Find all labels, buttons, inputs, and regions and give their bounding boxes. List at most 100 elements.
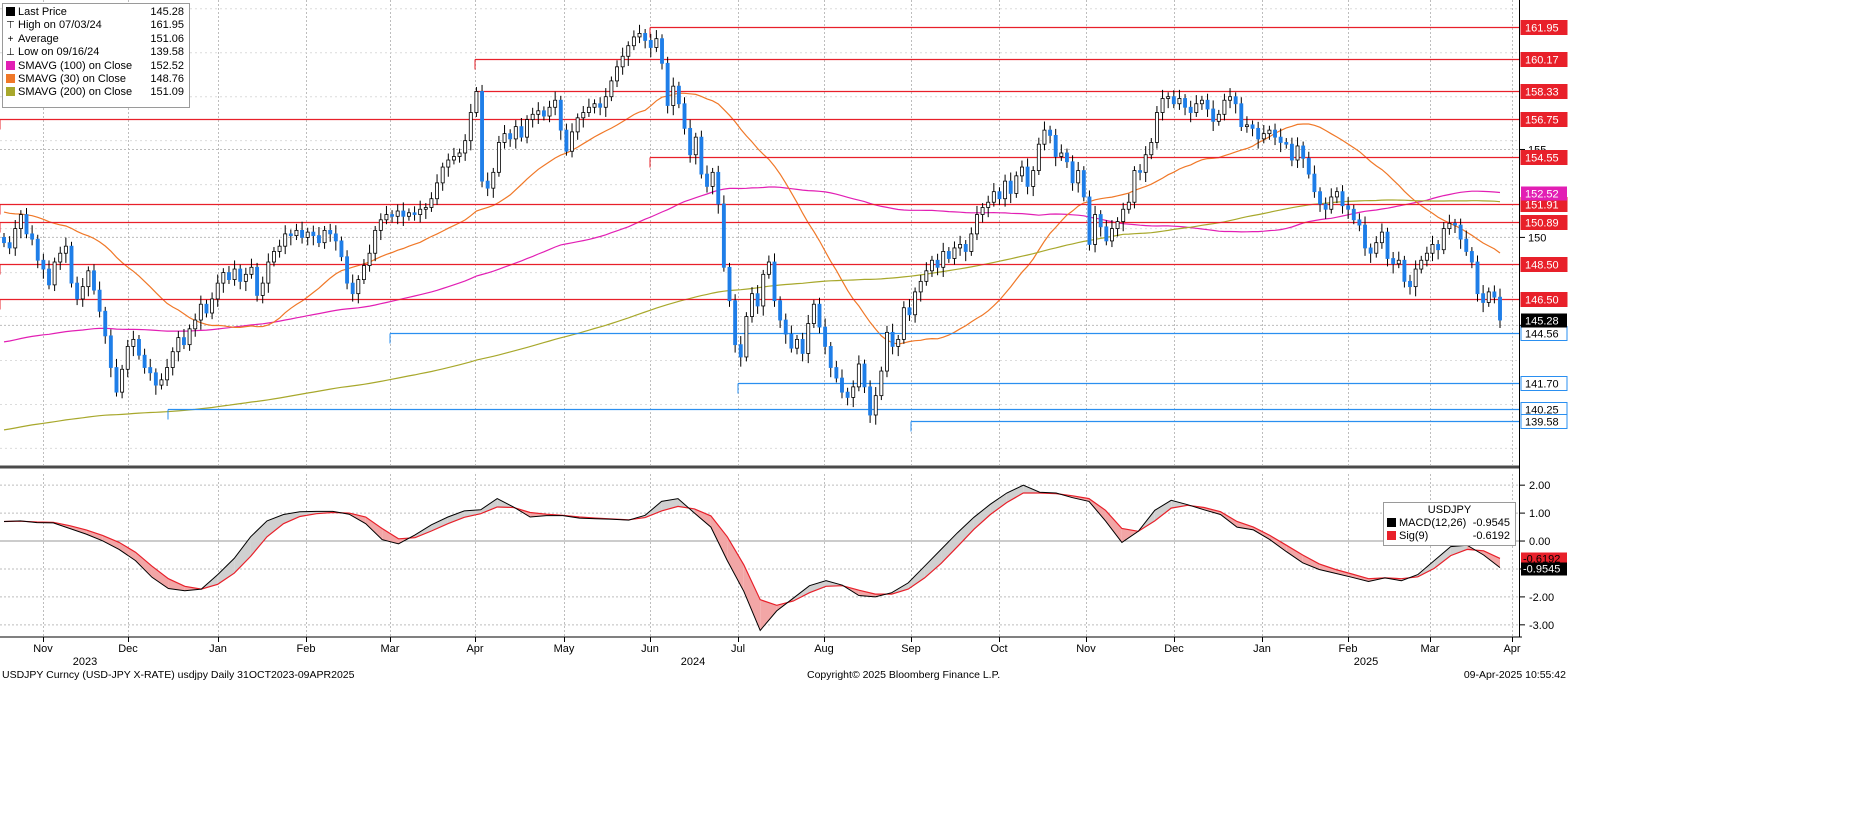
candle-up (530, 113, 535, 120)
candle-down (1481, 293, 1486, 303)
macd-fill (234, 536, 251, 574)
candle-down (1065, 152, 1069, 163)
candle-down (1273, 129, 1277, 138)
candle-down (333, 233, 338, 242)
legend-value: 161.95 (150, 19, 184, 32)
candle-down (688, 127, 693, 156)
macd-fill (382, 528, 399, 544)
candle-down (300, 229, 305, 238)
level-badge: 139.58 (1520, 414, 1568, 429)
candle-up (851, 386, 856, 398)
high-marker-icon: ⊤ (6, 20, 15, 32)
price-axis-badge-label: 145.28 (1525, 316, 1559, 328)
candle-down (598, 103, 603, 108)
macd-fill (957, 517, 974, 547)
macd-tick-label: -2.00 (1529, 592, 1554, 604)
macd-fill (151, 566, 169, 589)
price-axis-badge-label: 152.52 (1525, 189, 1559, 201)
candle-up (440, 166, 445, 184)
candle-up (1166, 96, 1171, 99)
candle-down (390, 214, 395, 217)
level-badge: 146.50 (1520, 292, 1568, 307)
candle-up (1154, 112, 1159, 143)
candle-up (761, 273, 766, 307)
candle-down (817, 303, 822, 328)
footer-ticker-info: USDJPY Curncy (USD-JPY X-RATE) usdjpy Da… (2, 669, 355, 681)
level-badge: 141.70 (1520, 376, 1568, 391)
candle-down (1368, 247, 1373, 254)
candle-up (451, 156, 456, 161)
candle-up (468, 112, 473, 142)
signal-swatch-icon (1387, 531, 1396, 541)
candle-up (1334, 191, 1339, 198)
candle-up (1121, 208, 1126, 222)
candle-up (384, 214, 389, 221)
x-tick-label: Dec (118, 643, 138, 655)
level-badge-bg (1520, 52, 1568, 67)
candle-up (423, 207, 428, 210)
level-badge: 156.75 (1520, 112, 1568, 127)
level-badge: 151.91 (1520, 197, 1568, 212)
candle-up (525, 119, 529, 138)
macd-fill (1302, 555, 1320, 570)
candle-down (1211, 108, 1216, 122)
legend-row-sma30: SMAVG (30) on Close 148.76 (6, 73, 186, 86)
macd-fill (809, 580, 826, 593)
candle-down (311, 231, 316, 237)
candle-up (581, 112, 586, 119)
macd-fill (283, 511, 300, 524)
candle-up (553, 99, 558, 108)
level-badge-label: 151.91 (1525, 200, 1559, 212)
macd-fill (661, 498, 679, 511)
candle-down (828, 346, 833, 368)
candle-up (958, 244, 963, 249)
legend-label: SMAVG (100) on Close (18, 59, 133, 72)
macd-fill (447, 510, 465, 524)
candle-up (283, 233, 288, 247)
candle-down (75, 282, 80, 300)
candle-down (862, 363, 867, 388)
x-year-label: 2024 (681, 656, 705, 668)
candle-up (1295, 145, 1300, 161)
sma100-swatch-icon (6, 60, 15, 70)
candle-down (890, 331, 895, 347)
candle-down (255, 266, 260, 296)
candle-down (401, 210, 406, 217)
legend-row-high: ⊤ High on 07/03/24 161.95 (6, 19, 186, 32)
level-badge-label: 139.58 (1525, 417, 1559, 429)
macd-fill (973, 504, 991, 530)
legend-label: SMAVG (30) on Close (18, 72, 127, 85)
candle-up (1374, 242, 1379, 254)
x-tick-label: Feb (297, 643, 316, 655)
candle-up (221, 272, 226, 284)
legend-row-sma200: SMAVG (200) on Close 151.09 (6, 86, 186, 99)
candle-down (47, 268, 51, 286)
candle-down (1278, 136, 1283, 143)
candle-down (1385, 231, 1390, 259)
macd-fill (1434, 546, 1451, 569)
candle-down (137, 338, 141, 356)
candle-up (435, 182, 439, 200)
level-badge-label: 146.50 (1525, 295, 1559, 307)
candle-up (1267, 129, 1272, 135)
candle-up (322, 229, 327, 244)
candle-up (913, 291, 918, 316)
candle-down (153, 372, 158, 386)
candle-down (1458, 224, 1463, 240)
level-badge-label: 148.50 (1525, 260, 1559, 272)
candle-up (924, 270, 929, 282)
candle-up (193, 319, 198, 330)
macd-fill (727, 536, 744, 592)
x-tick-label: May (554, 643, 575, 655)
candle-up (1020, 166, 1024, 177)
candle-down (1289, 143, 1294, 161)
macd-fill (694, 508, 711, 528)
candle-up (406, 212, 411, 217)
level-badge-label: 158.33 (1525, 87, 1559, 99)
candle-up (1042, 129, 1047, 145)
candle-up (367, 252, 372, 266)
candle-up (210, 298, 215, 314)
macd-axis-badge-bg (1521, 552, 1567, 566)
level-badge-label: 150.89 (1525, 218, 1559, 230)
candle-up (80, 286, 85, 300)
